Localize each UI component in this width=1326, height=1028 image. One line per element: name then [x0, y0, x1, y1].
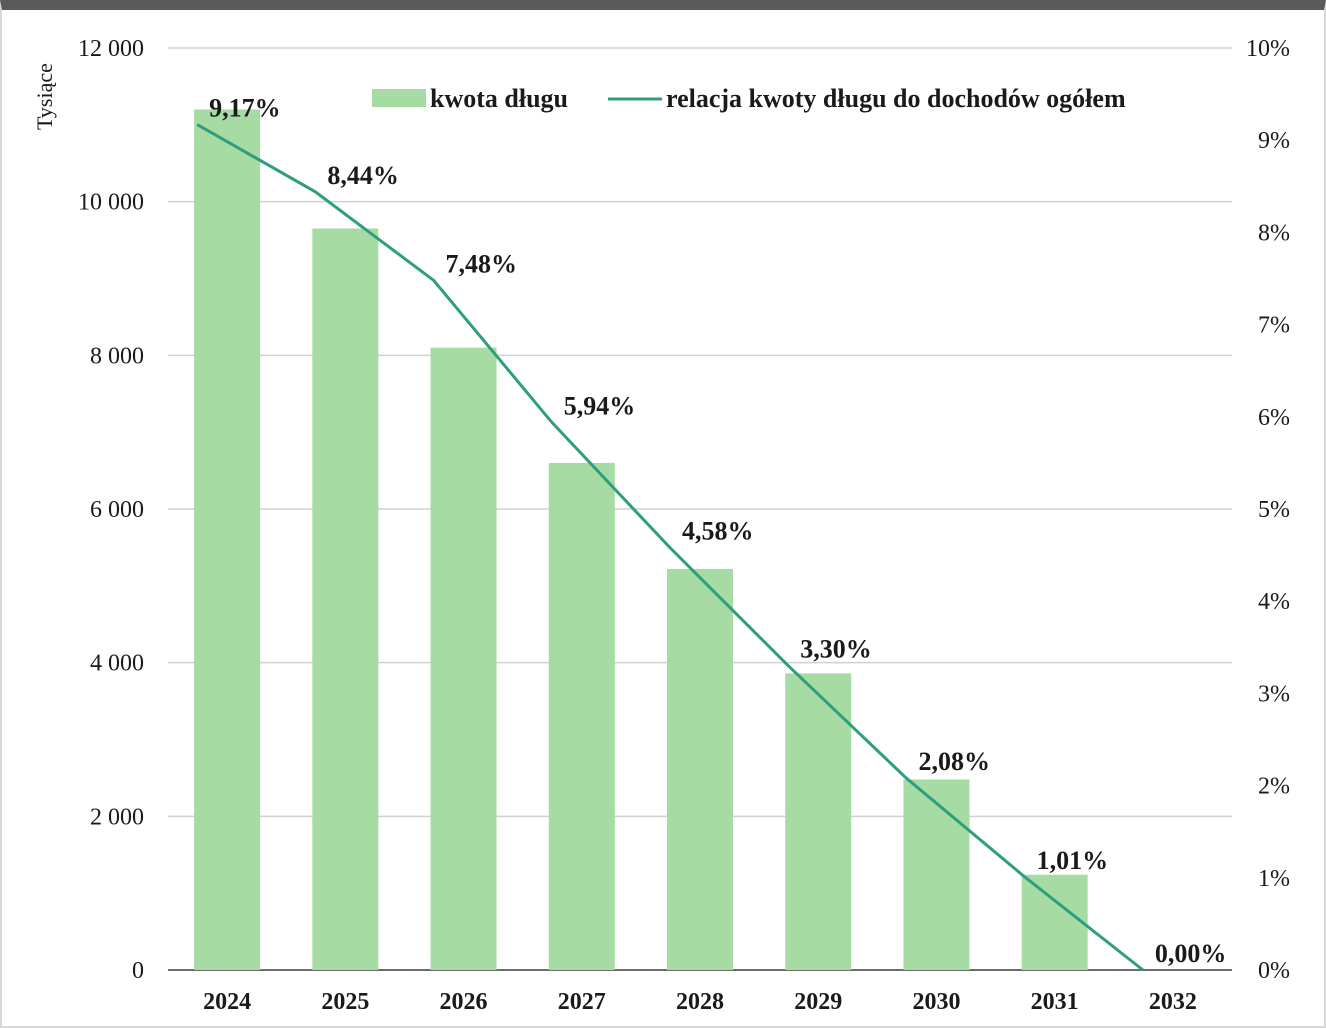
left-axis-ticks: 0 2 000 4 000 6 000 8 000 10 000 12 000	[78, 36, 144, 984]
data-label-2025: 8,44%	[327, 161, 399, 190]
right-tick-label: 7%	[1258, 313, 1290, 339]
x-tick-label: 2031	[1031, 989, 1079, 1015]
right-tick-label: 2%	[1258, 774, 1290, 800]
data-label-2028: 4,58%	[682, 517, 754, 546]
right-tick-label: 4%	[1258, 589, 1290, 615]
left-tick-label: 4 000	[90, 651, 144, 677]
bar-series	[194, 109, 1088, 970]
x-tick-label: 2028	[676, 989, 724, 1015]
x-tick-label: 2026	[440, 989, 488, 1015]
data-label-2031: 1,01%	[1037, 846, 1109, 875]
data-labels: 9,17% 8,44% 7,48% 5,94% 4,58% 3,30% 2,08% 1,01%…	[209, 94, 1226, 968]
right-tick-label: 8%	[1258, 220, 1290, 246]
bar-2031	[1021, 874, 1088, 970]
right-tick-label: 9%	[1258, 128, 1290, 154]
data-label-2030: 2,08%	[918, 747, 990, 776]
bar-2029	[785, 673, 852, 970]
right-tick-label: 3%	[1258, 681, 1290, 707]
left-tick-label: 8 000	[90, 343, 144, 369]
right-tick-label: 1%	[1258, 866, 1290, 892]
right-tick-label: 0%	[1258, 958, 1290, 984]
data-label-2027: 5,94%	[564, 391, 636, 420]
line-series	[196, 123, 1144, 972]
left-tick-label: 10 000	[78, 190, 144, 216]
right-axis-ticks: 0% 1% 2% 3% 4% 5% 6% 7% 8% 9% 10%	[1246, 36, 1290, 984]
data-label-2024: 9,17%	[209, 94, 281, 123]
data-label-2026: 7,48%	[446, 249, 518, 278]
bar-2025	[312, 228, 379, 970]
x-tick-label: 2024	[203, 989, 251, 1015]
x-tick-label: 2027	[558, 989, 606, 1015]
right-tick-label: 6%	[1258, 405, 1290, 431]
left-axis-unit-label: Tysiące	[32, 63, 57, 130]
legend-label-line: relacja kwoty długu do dochodów ogółem	[666, 84, 1126, 113]
x-axis-ticks: 2024 2025 2026 2027 2028 2029 2030 2031 2032	[203, 989, 1197, 1015]
right-tick-label: 10%	[1246, 36, 1290, 62]
right-tick-label: 5%	[1258, 497, 1290, 523]
bar-2028	[667, 568, 733, 970]
legend: kwota długu relacja kwoty długu do docho…	[372, 84, 1126, 113]
legend-label-bar: kwota długu	[430, 84, 568, 113]
left-tick-label: 0	[132, 958, 144, 984]
bar-2030	[903, 779, 970, 970]
bar-2024	[194, 109, 261, 970]
bar-2026	[430, 347, 497, 970]
x-tick-label: 2029	[794, 989, 842, 1015]
x-tick-label: 2032	[1149, 989, 1197, 1015]
x-tick-label: 2025	[321, 989, 369, 1015]
bar-2027	[548, 462, 615, 970]
legend-swatch-bar	[372, 89, 426, 107]
left-tick-label: 6 000	[90, 497, 144, 523]
left-tick-label: 2 000	[90, 804, 144, 830]
data-label-2029: 3,30%	[800, 635, 872, 664]
left-tick-label: 12 000	[78, 36, 144, 62]
data-label-2032: 0,00%	[1155, 939, 1227, 968]
x-tick-label: 2030	[912, 989, 960, 1015]
